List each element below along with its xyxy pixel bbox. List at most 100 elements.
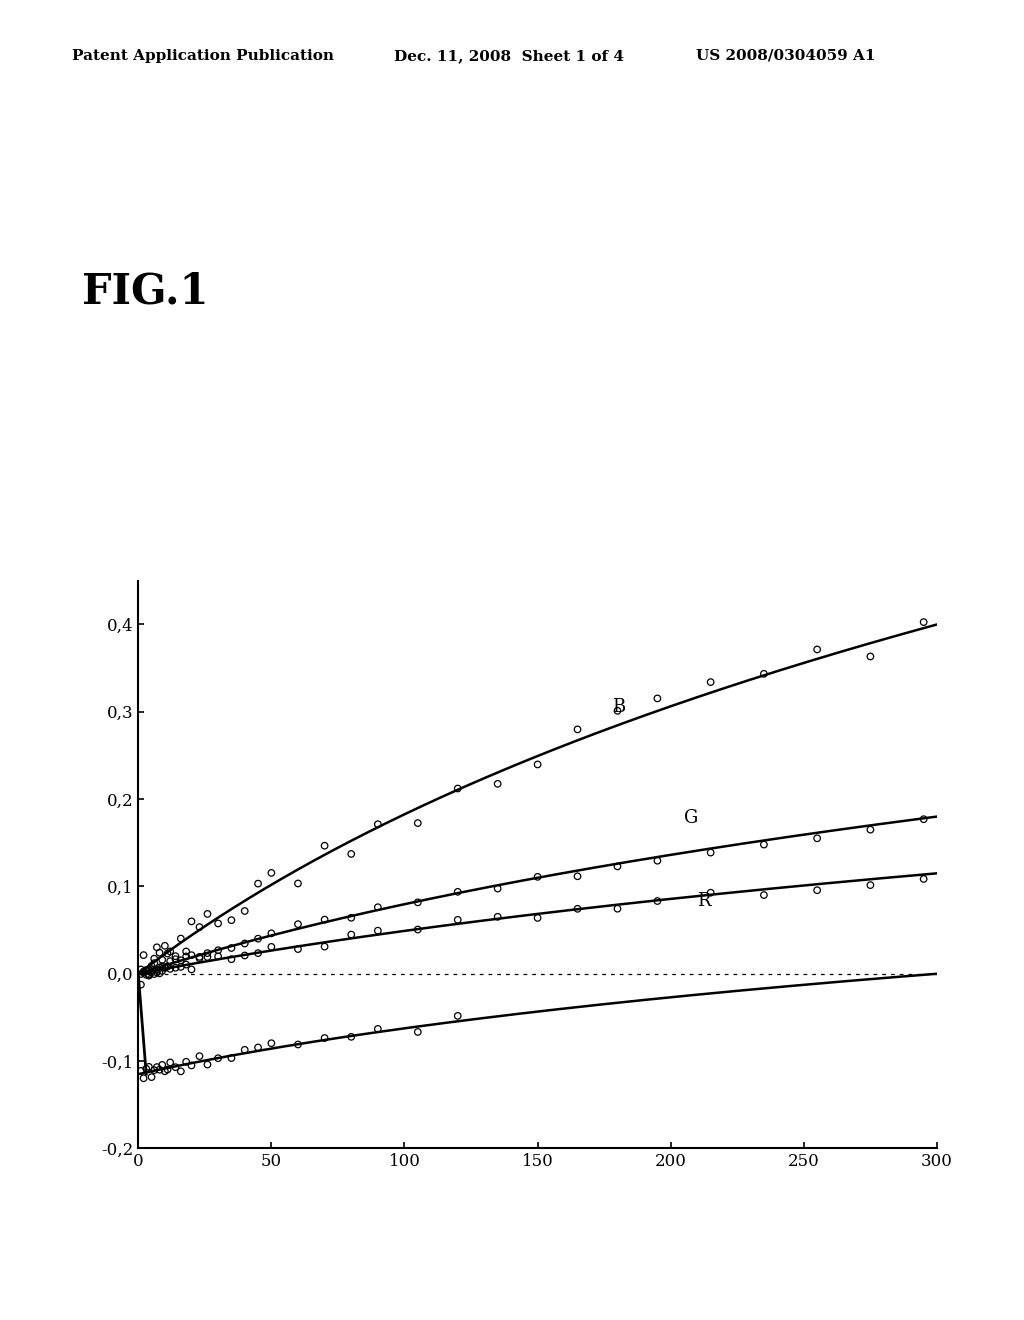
Point — [152, 1059, 168, 1080]
Point — [200, 1053, 216, 1074]
Point — [237, 900, 253, 921]
Point — [135, 1068, 152, 1089]
Point — [140, 965, 157, 986]
Point — [178, 1051, 195, 1072]
Point — [152, 957, 168, 978]
Point — [316, 936, 333, 957]
Point — [609, 700, 626, 721]
Point — [148, 937, 165, 958]
Point — [183, 945, 200, 966]
Point — [133, 1060, 150, 1081]
Point — [173, 949, 189, 970]
Point — [140, 958, 157, 979]
Point — [809, 828, 825, 849]
Point — [290, 1034, 306, 1055]
Point — [250, 942, 266, 964]
Point — [167, 957, 183, 978]
Point — [223, 1048, 240, 1069]
Point — [223, 909, 240, 931]
Point — [140, 1056, 157, 1077]
Point — [160, 956, 176, 977]
Point — [200, 903, 216, 924]
Point — [148, 1056, 165, 1077]
Point — [152, 962, 168, 983]
Point — [370, 813, 386, 834]
Point — [200, 946, 216, 968]
Text: G: G — [684, 809, 698, 828]
Point — [154, 956, 170, 977]
Point — [862, 645, 879, 667]
Point — [263, 923, 280, 944]
Text: Patent Application Publication: Patent Application Publication — [72, 49, 334, 63]
Point — [135, 962, 152, 983]
Point — [178, 946, 195, 968]
Point — [250, 1038, 266, 1059]
Point — [862, 875, 879, 896]
Point — [135, 945, 152, 966]
Point — [157, 957, 173, 978]
Point — [410, 892, 426, 913]
Point — [157, 935, 173, 956]
Point — [146, 953, 163, 974]
Point — [915, 809, 932, 830]
Point — [143, 956, 160, 977]
Point — [915, 869, 932, 890]
Point — [529, 907, 546, 928]
Point — [489, 878, 506, 899]
Point — [263, 862, 280, 883]
Point — [223, 949, 240, 970]
Point — [173, 928, 189, 949]
Point — [343, 1026, 359, 1047]
Point — [146, 948, 163, 969]
Point — [809, 639, 825, 660]
Point — [263, 936, 280, 957]
Point — [157, 957, 173, 978]
Point — [167, 945, 183, 966]
Point — [210, 946, 226, 968]
Point — [609, 855, 626, 876]
Point — [160, 1059, 176, 1080]
Point — [143, 960, 160, 981]
Point — [316, 909, 333, 931]
Point — [529, 866, 546, 887]
Point — [200, 942, 216, 964]
Point — [370, 896, 386, 917]
Text: R: R — [697, 892, 711, 909]
Point — [167, 949, 183, 970]
Point — [649, 688, 666, 709]
Point — [756, 663, 772, 684]
Point — [146, 1060, 163, 1081]
Point — [173, 1061, 189, 1082]
Point — [569, 719, 586, 741]
Point — [154, 961, 170, 982]
Point — [316, 1027, 333, 1048]
Point — [290, 913, 306, 935]
Point — [649, 850, 666, 871]
Point — [450, 1006, 466, 1027]
Point — [237, 1039, 253, 1060]
Point — [135, 961, 152, 982]
Point — [138, 961, 155, 982]
Point — [756, 884, 772, 906]
Point — [183, 958, 200, 979]
Point — [148, 962, 165, 983]
Point — [162, 958, 178, 979]
Point — [210, 940, 226, 961]
Point — [569, 866, 586, 887]
Point — [450, 777, 466, 799]
Point — [343, 924, 359, 945]
Point — [146, 964, 163, 985]
Point — [143, 962, 160, 983]
Point — [370, 920, 386, 941]
Text: FIG.1: FIG.1 — [82, 271, 209, 313]
Point — [191, 948, 208, 969]
Point — [183, 911, 200, 932]
Point — [290, 873, 306, 894]
Point — [138, 960, 155, 981]
Point — [343, 907, 359, 928]
Point — [191, 946, 208, 968]
Point — [702, 882, 719, 903]
Point — [343, 843, 359, 865]
Point — [138, 1059, 155, 1080]
Point — [489, 774, 506, 795]
